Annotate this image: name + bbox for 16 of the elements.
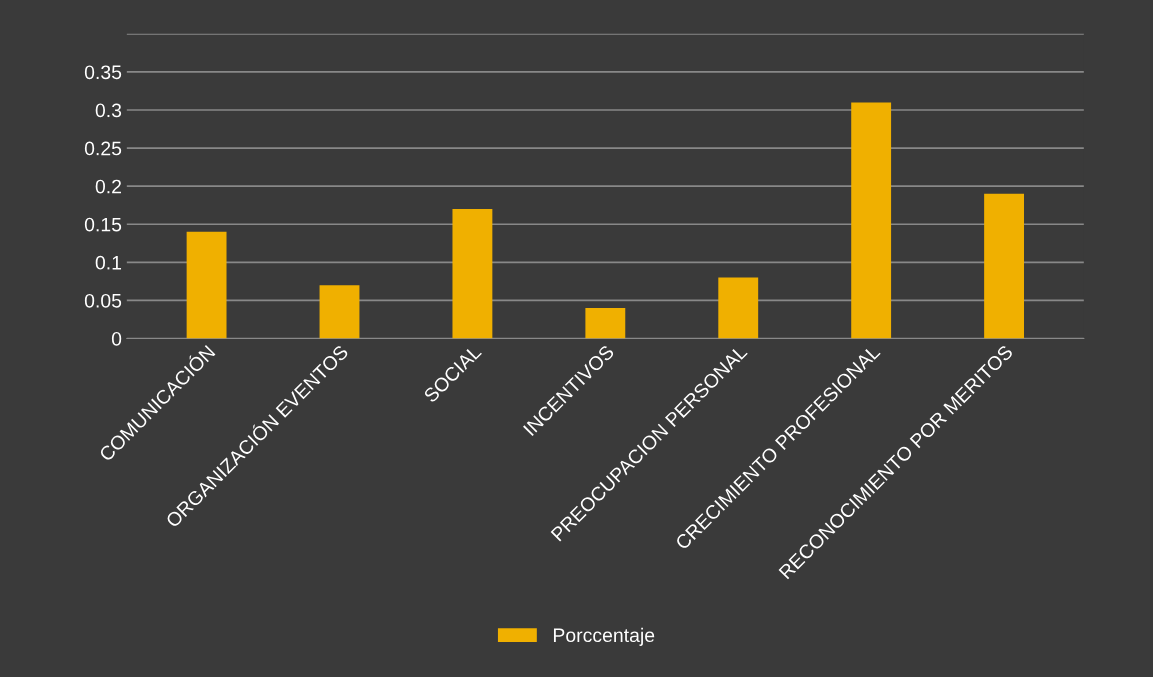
y-tick-label: 0.05 — [84, 293, 122, 308]
y-tick-label: 0.2 — [95, 179, 121, 194]
bar — [452, 209, 493, 339]
y-tick-label: 0.15 — [84, 217, 122, 232]
bar — [718, 277, 759, 339]
y-tick-label: 0.35 — [84, 65, 122, 80]
y-tick-label: 0.25 — [84, 141, 122, 156]
y-tick-label: 0.3 — [95, 103, 122, 118]
bar — [851, 102, 892, 339]
bar — [319, 285, 360, 339]
bar — [984, 193, 1025, 339]
bar — [585, 308, 626, 339]
legend-label: Porccentaje — [553, 627, 655, 646]
y-tick-label: 0.1 — [95, 255, 122, 270]
y-tick-label: 0 — [111, 331, 122, 346]
bar — [186, 231, 227, 339]
